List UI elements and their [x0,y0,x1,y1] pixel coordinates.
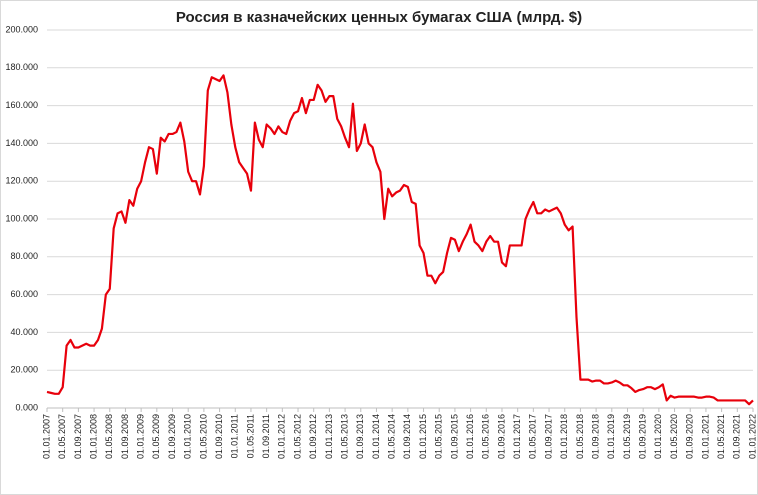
x-tick-label: 01.09.2013 [355,414,365,459]
x-tick-label: 01.05.2013 [339,414,349,459]
x-tick-label: 01.05.2007 [57,414,67,459]
x-tick-label: 01.05.2014 [387,414,397,459]
x-tick-label: 01.01.2018 [559,414,569,459]
x-tick-label: 01.05.2016 [481,414,491,459]
y-tick-label: 20.000 [10,365,38,375]
x-tick-label: 01.05.2017 [528,414,538,459]
x-tick-label: 01.09.2018 [590,414,600,459]
x-tick-label: 01.01.2013 [324,414,334,459]
x-tick-label: 01.05.2021 [716,414,726,459]
data-line [46,74,754,406]
x-tick-label: 01.01.2016 [465,414,475,459]
y-tick-label: 120.000 [5,176,38,186]
x-tick-label: 01.05.2019 [622,414,632,459]
x-tick-label: 01.09.2016 [496,414,506,459]
y-tick-label: 160.000 [5,100,38,110]
x-tick-label: 01.09.2015 [449,414,459,459]
x-tick-label: 01.01.2015 [418,414,428,459]
y-tick-label: 0.000 [15,402,38,412]
x-tick-label: 01.01.2019 [606,414,616,459]
x-tick-label: 01.05.2020 [669,414,679,459]
x-tick-label: 01.05.2018 [575,414,585,459]
x-tick-label: 01.05.2009 [151,414,161,459]
x-tick-label: 01.01.2010 [183,414,193,459]
x-tick-label: 01.01.2021 [700,414,710,459]
x-tick-label: 01.09.2020 [685,414,695,459]
x-tick-label: 01.05.2012 [292,414,302,459]
x-tick-label: 01.01.2007 [41,414,51,459]
x-tick-label: 01.05.2015 [434,414,444,459]
x-tick-label: 01.01.2012 [277,414,287,459]
x-tick-label: 01.01.2020 [653,414,663,459]
x-tick-label: 01.09.2011 [261,414,271,458]
x-tick-label: 01.01.2014 [371,414,381,459]
x-tick-label: 01.09.2021 [732,414,742,459]
y-tick-label: 180.000 [5,62,38,72]
x-tick-label: 01.01.2022 [747,414,757,459]
x-tick-label: 01.09.2010 [214,414,224,459]
y-tick-label: 140.000 [5,138,38,148]
y-tick-label: 40.000 [10,327,38,337]
x-tick-label: 01.01.2009 [136,414,146,459]
x-tick-label: 01.09.2017 [543,414,553,459]
y-tick-label: 80.000 [10,251,38,261]
x-tick-label: 01.05.2008 [104,414,114,459]
x-tick-label: 01.01.2017 [512,414,522,459]
x-tick-label: 01.05.2011 [245,414,255,458]
x-tick-label: 01.09.2009 [167,414,177,459]
x-tick-label: 01.09.2019 [638,414,648,459]
chart-title: Россия в казначейских ценных бумагах США… [176,9,582,26]
x-tick-label: 01.01.2011 [230,414,240,458]
y-tick-label: 100.000 [5,213,38,223]
x-tick-label: 01.05.2010 [198,414,208,459]
x-tick-label: 01.09.2014 [402,414,412,459]
x-tick-label: 01.01.2008 [88,414,98,459]
x-tick-label: 01.09.2007 [73,414,83,459]
y-tick-label: 200.000 [5,24,38,34]
x-tick-label: 01.09.2008 [120,414,130,459]
x-tick-label: 01.09.2012 [308,414,318,459]
y-tick-label: 60.000 [10,289,38,299]
